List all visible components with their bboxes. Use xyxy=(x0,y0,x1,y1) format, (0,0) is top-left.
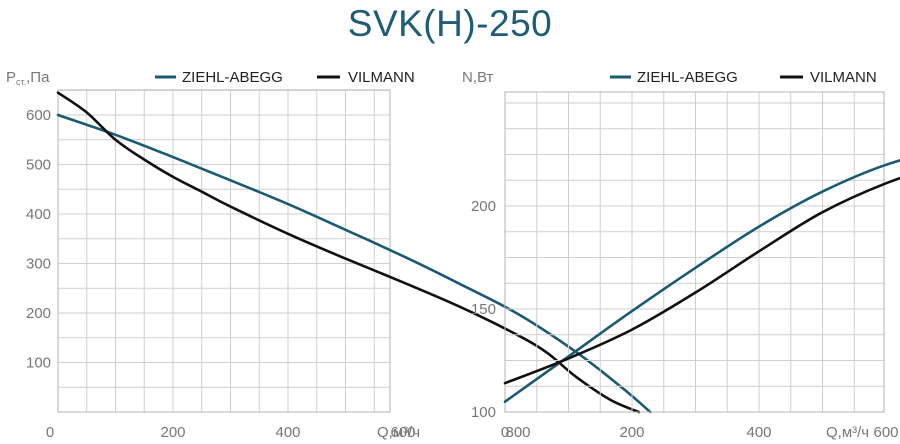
chart-1: 0 200 400 600 800 100 200 300 400 500 600 Pст.,Па Q,… xyxy=(6,69,652,441)
x-tick-label: 600 xyxy=(390,424,415,441)
series-line-ziehl-abegg xyxy=(503,159,900,403)
x-tick-label: 400 xyxy=(275,424,300,441)
legend-label: ZIEHL-ABEGG xyxy=(637,69,738,86)
plot-frame xyxy=(57,89,391,413)
chart-2: 0 200 400 600 800 100 150 200 N,Вт Q,м³/ч ZIEHL-AB… xyxy=(462,69,900,441)
x-tick-label: 800 xyxy=(505,424,530,441)
legend-label: VILMANN xyxy=(810,69,877,86)
series-line-vilmann xyxy=(503,176,900,385)
x-tick-label: 200 xyxy=(160,424,185,441)
y-tick-label: 600 xyxy=(26,107,51,124)
x-axis-label: Q,м³/ч xyxy=(377,424,420,441)
plot-frame xyxy=(504,91,885,413)
legend-label: ZIEHL-ABEGG xyxy=(182,69,283,86)
legend-label: VILMANN xyxy=(348,69,415,86)
y-tick-label: 200 xyxy=(26,305,51,322)
y-tick-label: 150 xyxy=(471,301,496,318)
x-tick-label: 600 xyxy=(873,424,898,441)
y-axis-label: Pст.,Па xyxy=(6,69,50,87)
y-tick-label: 500 xyxy=(26,157,51,174)
chart-title: SVK(H)-250 xyxy=(347,3,553,44)
y-tick-label: 300 xyxy=(26,256,51,273)
y-axis-label: N,Вт xyxy=(462,69,494,86)
y-tick-label: 200 xyxy=(471,198,496,215)
x-tick-label: 200 xyxy=(619,424,644,441)
series-line-ziehl-abegg xyxy=(56,113,652,414)
x-tick-label: 0 xyxy=(501,424,509,441)
x-tick-label: 0 xyxy=(46,424,54,441)
y-tick-label: 400 xyxy=(26,206,51,223)
y-tick-label: 100 xyxy=(26,355,51,372)
x-tick-label: 400 xyxy=(746,424,771,441)
y-tick-label: 100 xyxy=(471,404,496,421)
x-axis-label: Q,м³/ч xyxy=(826,424,869,441)
